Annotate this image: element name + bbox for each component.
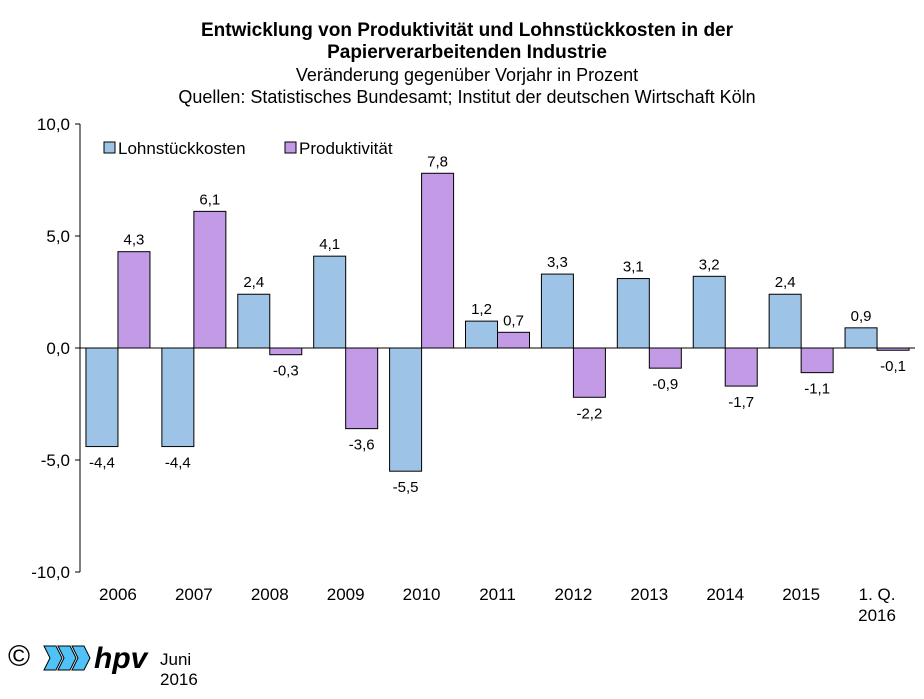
legend-swatch [284,141,297,154]
y-tick-label: -5,0 [41,451,70,470]
data-label-produktivitaet: -1,7 [728,394,754,411]
logo-text: hpv [94,642,150,675]
bar-lohnstueckkosten [237,293,271,349]
bar-lohnstueckkosten [844,327,878,349]
data-label-produktivitaet: -1,1 [804,381,830,398]
bar-chart: -10,0 -5,0 0,0 5,0 10,0 -4,4 4,3 2006 -4,4 6,1 200… [31,115,915,625]
chart-title-line1: Entwicklung von Produktivität und Lohnst… [200,20,734,41]
data-label-produktivitaet: -0,1 [880,358,906,375]
x-tick-label: 2008 [251,585,289,604]
bar-lohnstueckkosten [692,275,726,349]
bar-produktivitaet [648,347,682,369]
footer-date: Juni 2016 [160,650,198,689]
chart-titles: Entwicklung von Produktivität und Lohnst… [0,20,924,108]
data-label-lohnstueckkosten: -4,4 [165,455,191,472]
bar-produktivitaet [572,347,606,398]
data-label-produktivitaet: 4,3 [124,232,145,249]
data-label-produktivitaet: 6,1 [199,191,220,208]
data-label-lohnstueckkosten: 2,4 [775,274,796,291]
x-tick-label: 2009 [327,585,365,604]
data-label-lohnstueckkosten: 1,2 [471,301,492,318]
y-tick-label: 10,0 [37,115,70,134]
bar-produktivitaet [800,347,834,374]
bar-lohnstueckkosten [465,320,498,349]
data-label-lohnstueckkosten: 4,1 [319,236,340,253]
data-label-lohnstueckkosten: 3,1 [623,259,644,276]
chart-title-line2: Papierverarbeitenden Industrie [327,42,607,63]
chart-sources: Quellen: Statistisches Bundesamt; Instit… [178,87,756,107]
bar-lohnstueckkosten [616,278,650,349]
hpv-logo-icon: hpv [43,642,150,675]
bar-produktivitaet [193,210,227,349]
bar-lohnstueckkosten [389,347,423,472]
y-tick-label: -10,0 [31,563,70,582]
bar-produktivitaet [421,172,455,349]
y-tick-label: 5,0 [46,227,70,246]
bar-lohnstueckkosten [540,273,574,349]
bar-lohnstueckkosten [161,347,195,448]
chart-subtitle: Veränderung gegenüber Vorjahr in Prozent [295,65,639,85]
x-tick-label: 1. Q. [859,585,896,604]
data-label-lohnstueckkosten: -5,5 [393,479,419,496]
x-tick-label: 2016 [858,606,896,625]
x-tick-label: 2007 [175,585,213,604]
data-label-produktivitaet: -0,3 [273,363,299,380]
data-label-lohnstueckkosten: -4,4 [89,455,115,472]
bar-produktivitaet [345,347,379,430]
data-label-produktivitaet: -3,6 [349,437,375,454]
data-label-lohnstueckkosten: 0,9 [851,308,872,325]
legend-label: Lohnstückkosten [118,139,246,158]
x-tick-label: 2006 [99,585,137,604]
bar-lohnstueckkosten [85,347,119,448]
x-tick-label: 2012 [554,585,592,604]
x-tick-label: 2013 [630,585,668,604]
legend-label: Produktivität [299,139,393,158]
copyright-symbol: © [8,640,31,673]
x-tick-label: 2011 [479,585,516,604]
legend-swatch [103,141,116,154]
data-label-produktivitaet: -0,9 [652,376,678,393]
data-label-produktivitaet: 0,7 [503,312,524,329]
data-label-lohnstueckkosten: 3,2 [699,256,720,273]
x-tick-label: 2015 [782,585,820,604]
bar-lohnstueckkosten [768,293,802,349]
bar-lohnstueckkosten [313,255,347,349]
bar-produktivitaet [269,347,303,356]
data-label-lohnstueckkosten: 2,4 [243,274,264,291]
data-label-lohnstueckkosten: 3,3 [547,254,568,271]
x-tick-label: 2010 [403,585,441,604]
x-tick-label: 2014 [706,585,744,604]
y-tick-label: 0,0 [46,339,70,358]
data-label-produktivitaet: 7,8 [427,153,448,170]
bar-produktivitaet [724,347,758,387]
data-label-produktivitaet: -2,2 [576,405,602,422]
bar-produktivitaet [497,331,530,349]
bar-produktivitaet [117,251,151,349]
